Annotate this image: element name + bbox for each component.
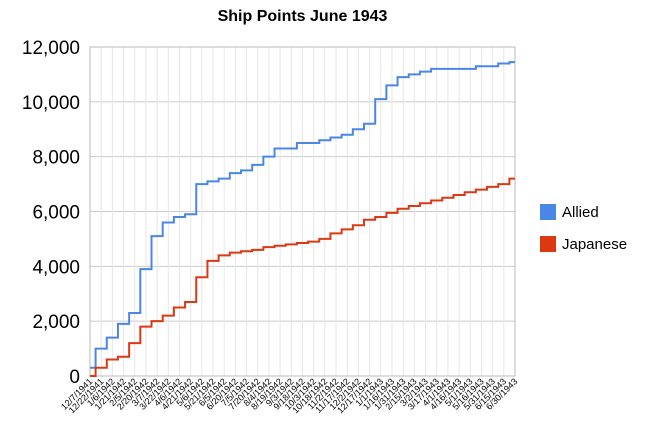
legend-swatch [540, 204, 556, 220]
y-tick-label: 12,000 [22, 38, 80, 59]
chart-title: Ship Points June 1943 [217, 8, 388, 25]
legend-label: Japanese [562, 235, 628, 253]
series-line-japanese [90, 177, 515, 377]
series-line-allied [90, 61, 515, 369]
legend-swatch [540, 236, 556, 252]
series-lines [90, 61, 515, 377]
legend: Allied Japanese [540, 202, 627, 266]
y-tick-label: 2,000 [32, 312, 80, 333]
x-axis-tick-labels: 12/7/194112/22/19411/6/19421/21/19422/5/… [59, 376, 519, 415]
y-tick-label: 8,000 [32, 148, 80, 169]
y-axis-tick-labels: 0 2,000 4,000 6,000 8,000 10,000 12,000 [22, 38, 80, 388]
legend-label: Allied [562, 203, 599, 221]
y-tick-label: 4,000 [32, 257, 80, 278]
y-tick-label: 0 [69, 367, 80, 388]
plot-frame [89, 46, 516, 377]
y-tick-label: 10,000 [22, 93, 80, 114]
gridlines [89, 46, 516, 377]
legend-item-allied: Allied [540, 202, 627, 222]
legend-item-japanese: Japanese [540, 234, 627, 254]
y-tick-label: 6,000 [32, 203, 80, 224]
